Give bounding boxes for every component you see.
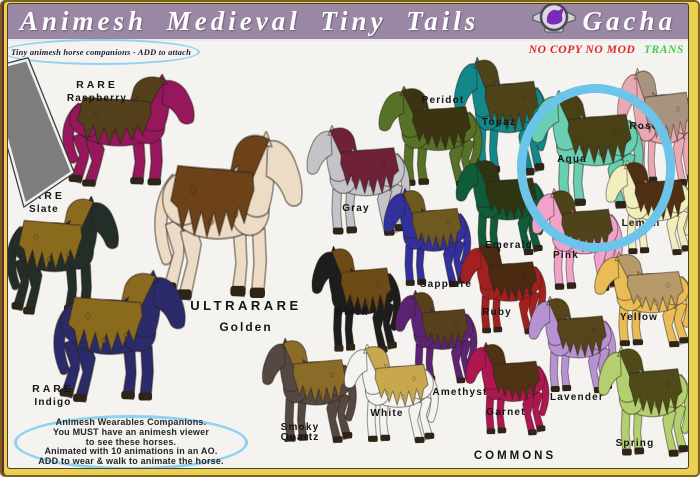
horse-label-ruby: Ruby xyxy=(482,307,512,319)
horse-name-label: Black xyxy=(335,307,369,318)
trans-text: TRANS xyxy=(643,44,684,56)
rarity-label: RARE xyxy=(32,383,74,395)
poster-title: Animesh Medieval Tiny Tails xyxy=(20,6,480,36)
horse-name-label: Sapphire xyxy=(419,279,473,290)
horse-label-topaz: Topaz xyxy=(482,117,516,129)
horse-name-label: Smoky Quartz xyxy=(280,422,320,443)
horse-name-label: Pink xyxy=(553,250,579,261)
header-banner: Animesh Medieval Tiny Tails Gacha xyxy=(8,2,688,41)
horse-label-amethyst: Amethyst xyxy=(432,387,487,399)
horse-name-label: Lavender xyxy=(549,392,605,403)
horse-medallion-icon xyxy=(531,2,577,41)
horse-name-label: White xyxy=(370,408,404,419)
horse-label-emerald: Emerald xyxy=(485,240,533,252)
horse-name-label: Gray xyxy=(342,203,370,214)
horse-name-label: Garnet xyxy=(486,407,526,418)
horse-name-label: Emerald xyxy=(485,240,533,251)
horse-name-label: Amethyst xyxy=(432,387,488,398)
horse-name-label: Peridot xyxy=(421,95,465,106)
horse-label-pink: Pink xyxy=(553,250,579,262)
horse-name-label: Golden xyxy=(219,319,273,334)
horse-name-label: Topaz xyxy=(481,117,517,128)
rarity-label: RARE xyxy=(76,79,118,91)
rarity-label: ULTRARARE xyxy=(190,298,302,313)
horse-label-gray: Gray xyxy=(342,203,370,215)
no-copy-no-mod-text: NO COPY NO MOD xyxy=(528,44,636,56)
horse-name-label: Yellow xyxy=(619,312,659,323)
gray-redaction-patch xyxy=(0,57,76,209)
horse-label-peridot: Peridot xyxy=(422,95,465,107)
horse-label-black: Black xyxy=(336,307,369,319)
notes-panel: Animesh Wearables Companions. You MUST h… xyxy=(14,415,248,470)
permissions-text: NO COPY NO MOD TRANS xyxy=(529,44,684,56)
horse-name-label: Spring xyxy=(615,438,655,449)
horse-label-white: White xyxy=(370,408,403,420)
horse-name-label: Indigo xyxy=(34,397,72,409)
horse-figure-white xyxy=(343,344,439,444)
horse-label-yellow: Yellow xyxy=(620,312,658,324)
horse-name-label: Aqua xyxy=(557,154,587,165)
horse-label-rose: Rose xyxy=(629,121,658,133)
horse-label-garnet: Garnet xyxy=(486,407,525,419)
horse-name-label: Slate xyxy=(29,204,59,216)
horse-name-label: Raspberry xyxy=(66,93,128,105)
horse-name-label: Ruby xyxy=(482,307,512,318)
horse-name-label: Lemon xyxy=(621,218,661,229)
tagline-text: Tiny animesh horse companions - ADD to a… xyxy=(10,47,192,57)
horse-label-lemon: Lemon xyxy=(622,218,661,230)
horse-label-golden: ULTRARARE Golden xyxy=(190,298,302,335)
horse-label-aqua: Aqua xyxy=(557,154,587,166)
horse-label-lavender: Lavender xyxy=(550,392,604,404)
notes-text: Animesh Wearables Companions. You MUST h… xyxy=(38,417,224,467)
commons-label: COMMONS xyxy=(473,450,557,462)
horse-label-raspberry: RARE Raspberry xyxy=(67,79,127,105)
horse-label-smoky-quartz: Smoky Quartz xyxy=(268,423,332,443)
poster-title-gacha: Gacha xyxy=(582,6,676,36)
horse-label-spring: Spring xyxy=(616,438,655,450)
horse-label-indigo: RARE Indigo xyxy=(32,383,74,409)
horse-label-sapphire: Sapphire xyxy=(420,279,472,291)
horse-name-label: Rose xyxy=(629,121,659,132)
